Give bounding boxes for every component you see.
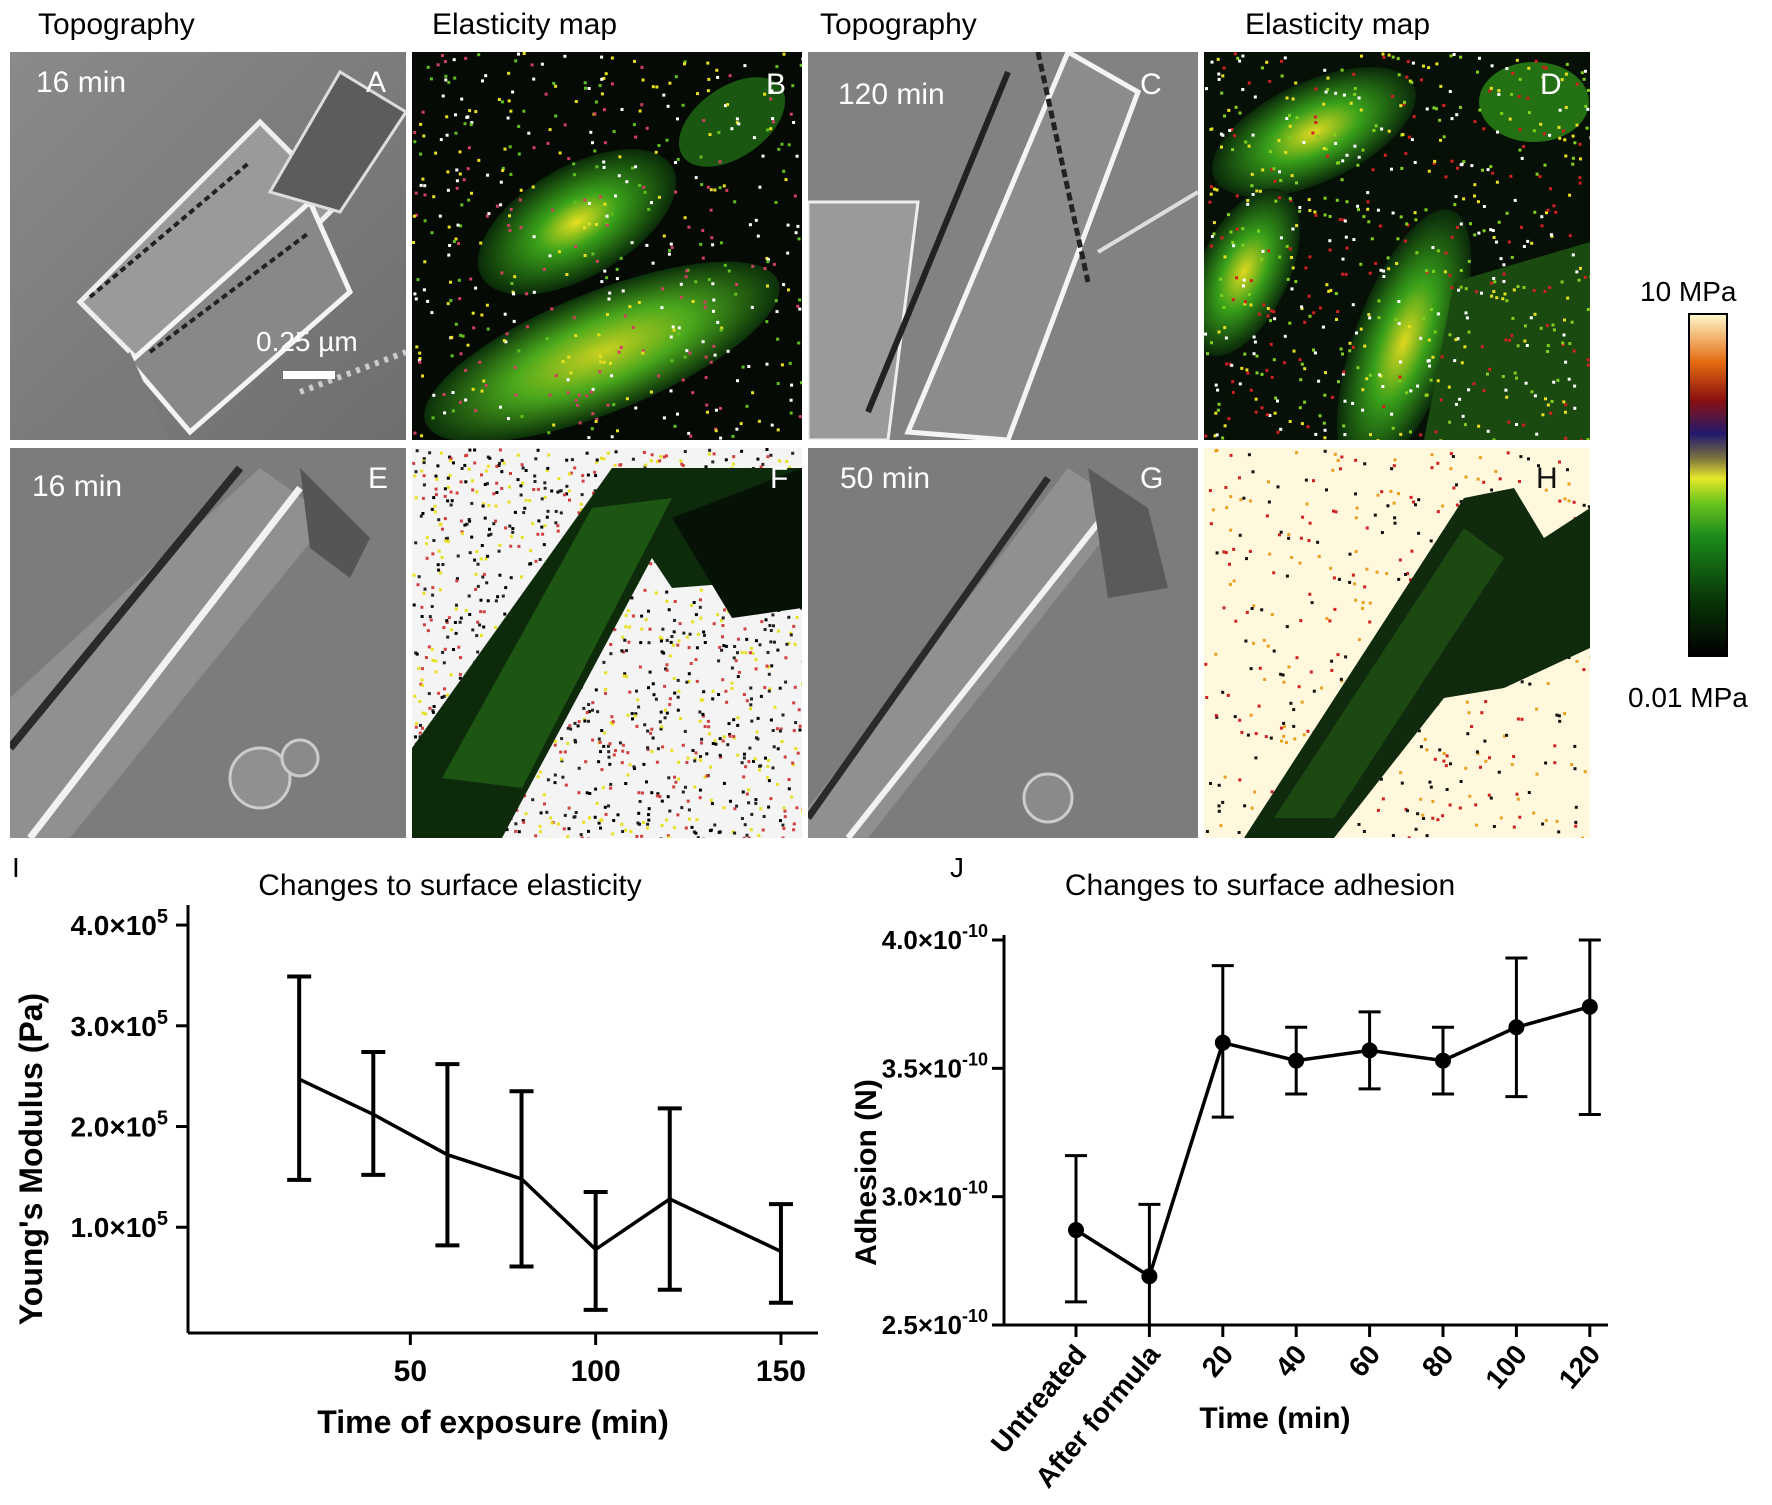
panel-b-elasticity — [412, 52, 802, 440]
panel-a-time: 16 min — [36, 66, 127, 99]
panel-e-topography — [10, 448, 406, 838]
chart-i-letter: I — [12, 852, 20, 883]
y-tick-label: 2.0×105 — [70, 1108, 168, 1143]
header-topography-1: Topography — [38, 8, 195, 41]
chart-title: Changes to surface elasticity — [258, 869, 642, 902]
panel-c-time: 120 min — [838, 78, 945, 111]
x-tick-label: 100 — [571, 1355, 621, 1388]
x-axis-label: Time (min) — [1199, 1402, 1350, 1435]
scale-bar-label: 0.25 µm — [256, 326, 358, 357]
y-tick-label: 3.0×10-10 — [882, 1178, 988, 1212]
panel-h-elasticity — [1204, 448, 1590, 838]
data-point — [1581, 998, 1598, 1015]
colorbar-max-label: 10 MPa — [1640, 276, 1737, 307]
x-tick-label: 150 — [756, 1355, 806, 1388]
panel-d-letter: D — [1540, 68, 1562, 101]
elasticity-image — [1204, 448, 1590, 838]
chart-adhesion: Changes to surface adhesion 2.5×10-10 3.0×… — [840, 845, 1772, 1505]
panel-c-topography — [808, 52, 1198, 440]
panel-a-topography — [10, 52, 406, 440]
y-tick-label: 4.0×105 — [70, 906, 168, 941]
panel-e-time: 16 min — [32, 470, 123, 503]
chart-elasticity: Changes to surface elasticity 1.0×105 2.0×… — [0, 845, 840, 1485]
x-tick-label: 20 — [1196, 1339, 1240, 1383]
panel-e-letter: E — [368, 462, 389, 495]
x-tick-label: 120 — [1553, 1339, 1607, 1395]
panel-a-letter: A — [366, 66, 387, 99]
x-tick-label: 50 — [394, 1355, 427, 1388]
data-point — [1141, 1268, 1158, 1285]
data-point — [1214, 1034, 1231, 1051]
colorbar — [1688, 313, 1728, 657]
chart-title: Changes to surface adhesion — [1065, 869, 1455, 902]
y-tick-label: 2.5×10-10 — [882, 1306, 988, 1340]
colorbar-min-label: 0.01 MPa — [1628, 682, 1748, 713]
series-line — [1075, 1005, 1591, 1279]
panel-g-topography — [808, 448, 1198, 838]
x-tick-label: 40 — [1269, 1339, 1313, 1383]
chart-elasticity-svg: Changes to surface elasticity 1.0×105 2.0×… — [13, 869, 818, 1440]
elasticity-image — [412, 52, 802, 440]
panel-d-elasticity — [1204, 52, 1590, 440]
x-tick-label: 60 — [1342, 1339, 1386, 1383]
elasticity-image — [412, 448, 802, 838]
header-elasticity-2: Elasticity map — [1245, 8, 1431, 41]
x-tick-label: 80 — [1416, 1339, 1460, 1383]
panel-f-letter: F — [770, 462, 789, 495]
data-point — [1068, 1222, 1084, 1239]
data-point — [1361, 1042, 1378, 1059]
header-topography-2: Topography — [820, 8, 977, 41]
panel-g-letter: G — [1140, 462, 1164, 495]
topography-image — [808, 448, 1198, 838]
y-tick-label: 4.0×10-10 — [882, 921, 988, 955]
topography-image — [10, 448, 406, 838]
y-axis-label: Adhesion (N) — [850, 1079, 883, 1266]
y-tick-label: 3.0×105 — [70, 1007, 168, 1042]
x-tick-label: 100 — [1479, 1339, 1533, 1395]
panel-b-letter: B — [766, 68, 787, 101]
topography-image — [808, 52, 1198, 440]
y-tick-label: 3.5×10-10 — [882, 1049, 988, 1083]
topography-image — [10, 52, 406, 440]
panel-c-letter: C — [1140, 68, 1162, 101]
panel-g-time: 50 min — [840, 462, 931, 495]
x-axis-label: Time of exposure (min) — [317, 1404, 668, 1440]
y-tick-label: 1.0×105 — [70, 1208, 168, 1243]
data-point — [1435, 1052, 1451, 1069]
header-elasticity-1: Elasticity map — [432, 8, 618, 41]
panel-h-letter: H — [1536, 462, 1558, 495]
data-point — [1508, 1019, 1525, 1036]
data-point — [1288, 1052, 1305, 1069]
scale-bar — [283, 371, 335, 379]
y-axis-label: Young's Modulus (Pa) — [13, 993, 49, 1325]
chart-adhesion-svg: Changes to surface adhesion 2.5×10-10 3.0×… — [850, 869, 1608, 1494]
panel-f-elasticity — [412, 448, 802, 838]
chart-j-letter: J — [950, 852, 964, 883]
elasticity-image — [1204, 52, 1590, 440]
